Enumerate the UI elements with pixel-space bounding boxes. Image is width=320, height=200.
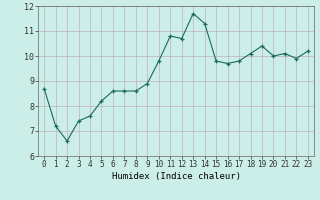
X-axis label: Humidex (Indice chaleur): Humidex (Indice chaleur) bbox=[111, 172, 241, 181]
